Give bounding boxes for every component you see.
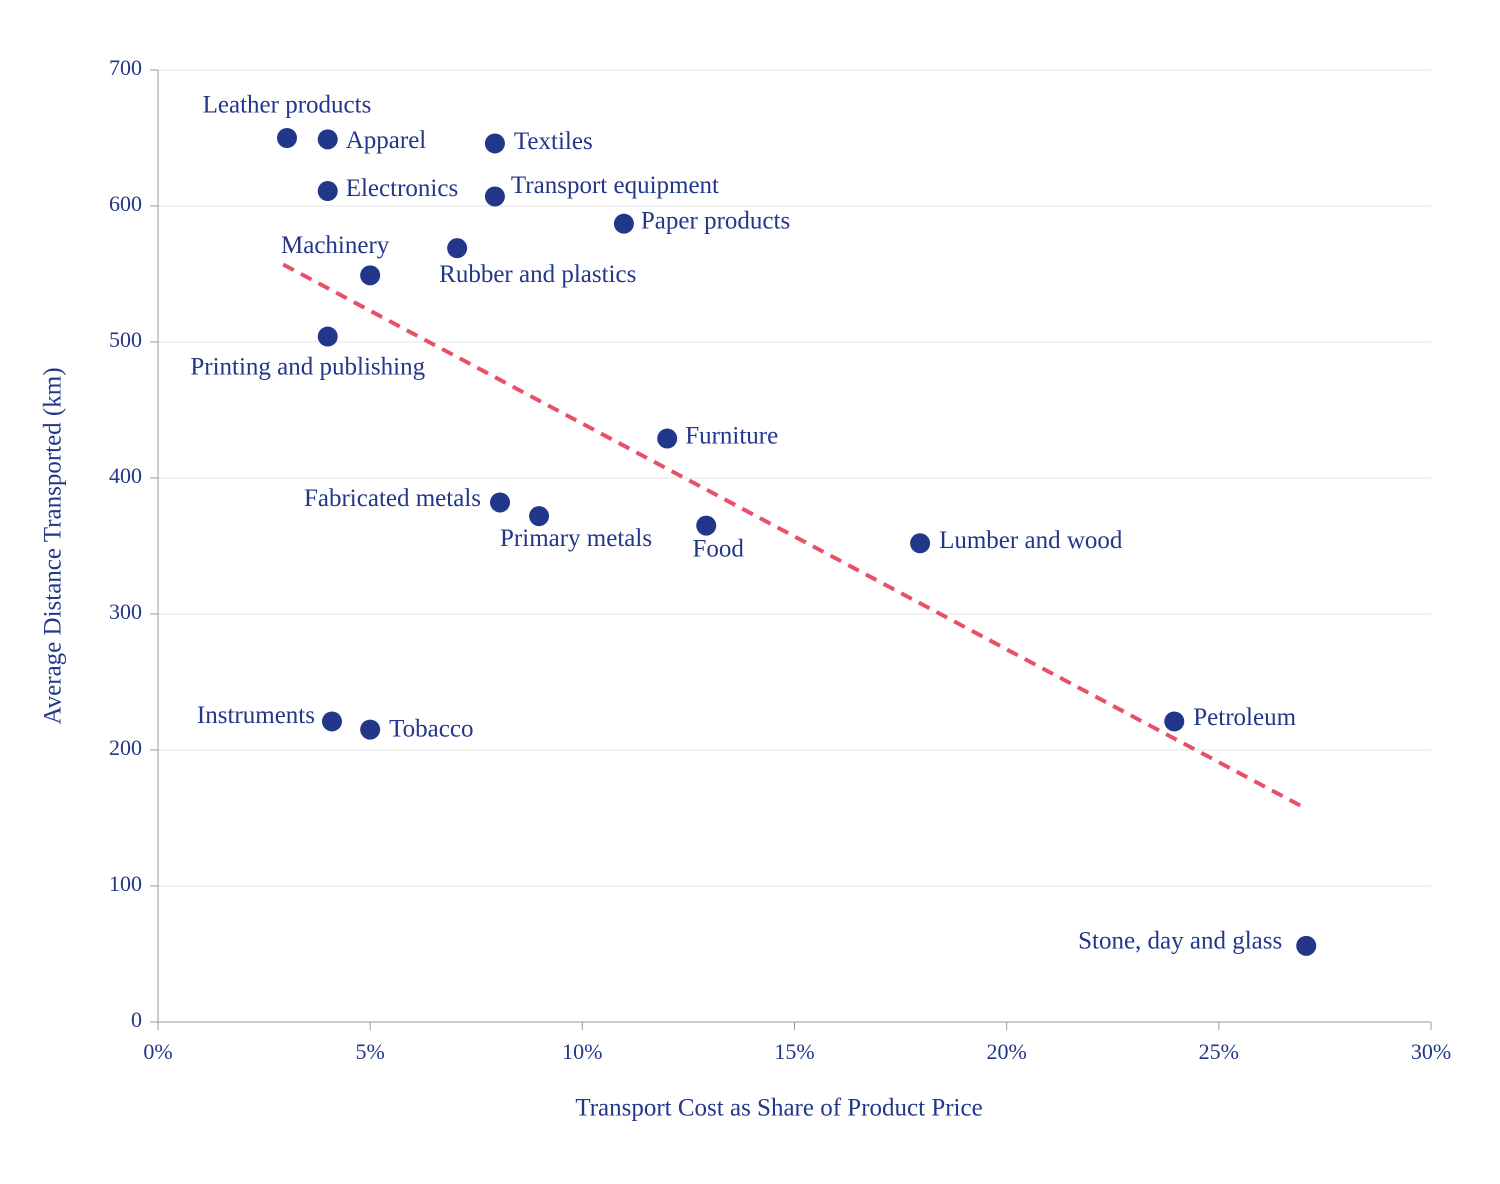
point [490,492,511,513]
point [696,515,717,536]
point [321,711,342,732]
point-label: Machinery [281,232,390,259]
point-label: Transport equipment [511,172,719,199]
point-label: Petroleum [1193,704,1296,731]
y-tick-label: 200 [109,735,142,760]
point [360,719,381,740]
trend-line [282,262,1305,809]
point-label: Lumber and wood [939,527,1123,554]
y-tick-label: 0 [131,1007,142,1032]
y-tick-label: 700 [109,55,142,80]
x-tick-label: 20% [987,1039,1027,1064]
x-tick-label: 10% [562,1039,602,1064]
point-label: Primary metals [500,525,652,552]
y-tick-label: 600 [109,191,142,216]
point-label: Food [693,535,745,562]
x-tick-label: 0% [143,1039,172,1064]
point-label: Tobacco [389,715,473,742]
point [484,133,505,154]
point [1296,935,1317,956]
point-label: Paper products [641,207,790,234]
point [529,506,550,527]
y-tick-label: 400 [109,463,142,488]
x-tick-label: 25% [1199,1039,1239,1064]
point-label: Textiles [514,128,593,155]
point-label: Fabricated metals [304,485,481,512]
point-label: Furniture [685,422,778,449]
point-label: Rubber and plastics [439,261,636,288]
x-tick-label: 5% [356,1039,385,1064]
point [317,326,338,347]
y-tick-label: 300 [109,599,142,624]
point-label: Electronics [346,175,458,202]
point [276,128,297,148]
point [317,181,338,202]
point [447,238,468,259]
point [1164,711,1185,732]
y-tick-label: 500 [109,327,142,352]
x-axis-title: Transport Cost as Share of Product Price [575,1095,982,1122]
point [613,213,634,234]
point [484,186,505,207]
point-label: Leather products [203,92,372,119]
x-tick-label: 15% [774,1039,814,1064]
point-label: Instruments [197,702,315,729]
x-tick-label: 30% [1411,1039,1451,1064]
point-label: Stone, day and glass [1078,928,1282,955]
point-label: Printing and publishing [190,353,425,380]
point [657,428,678,449]
point-label: Apparel [346,127,427,154]
point [317,129,338,150]
point [910,533,931,554]
y-axis-title: Average Distance Transported (km) [40,367,67,724]
y-tick-label: 100 [109,871,142,896]
point [360,265,381,286]
